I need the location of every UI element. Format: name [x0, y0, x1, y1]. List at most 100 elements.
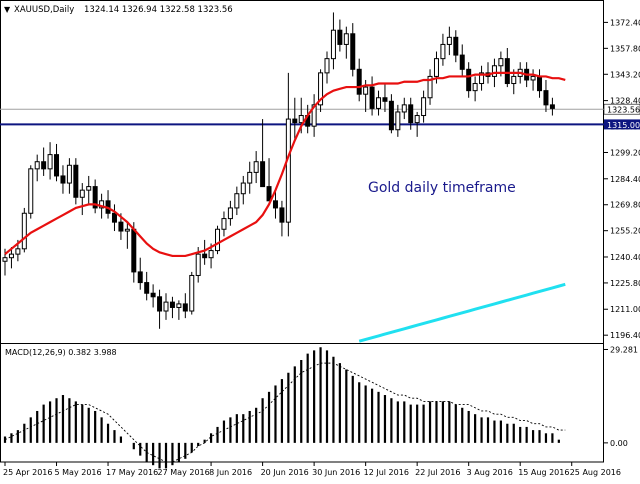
time-tick-label: 15 Aug 2016 — [518, 468, 569, 477]
candle-body — [8, 253, 14, 259]
candle-body — [247, 171, 253, 184]
macd-tick-label: 29.281 — [610, 345, 638, 354]
candle-body — [292, 118, 298, 124]
candle-body — [260, 161, 266, 188]
candle — [240, 175, 246, 205]
candle — [408, 97, 414, 130]
candle — [279, 200, 285, 237]
candle — [382, 83, 388, 112]
candle-body — [414, 115, 420, 124]
candle — [376, 90, 382, 116]
price-panel[interactable]: Gold daily timeframe ▼ XAUUSD,Daily 1324… — [0, 5, 604, 343]
candle — [292, 97, 298, 141]
candle — [549, 97, 555, 116]
candle-body — [504, 58, 510, 85]
candle — [163, 293, 169, 320]
candle — [105, 190, 111, 219]
candle-body — [47, 154, 53, 170]
candle — [157, 289, 163, 329]
candle — [414, 111, 420, 137]
candle-body — [337, 29, 343, 45]
macd-panel[interactable]: MACD(12,26,9) 0.382 3.988 — [3, 347, 566, 469]
candle — [86, 175, 92, 205]
price-tick-label: 1240.40 — [610, 253, 640, 262]
candle — [446, 26, 452, 56]
candle-body — [491, 65, 497, 77]
candle-body — [111, 212, 117, 223]
candle-body — [41, 161, 47, 170]
hline-price-tag — [604, 119, 640, 130]
candle-body — [279, 207, 285, 223]
candle-body — [86, 186, 92, 191]
candle-body — [163, 301, 169, 312]
price-tick-label: 1255.20 — [610, 227, 640, 236]
candle — [459, 44, 465, 77]
candle — [28, 165, 34, 219]
candle-body — [350, 33, 356, 70]
candle-body — [240, 182, 246, 195]
candle-body — [54, 154, 60, 177]
candle-body — [150, 292, 156, 298]
candle-body — [2, 257, 8, 262]
annotation-text: Gold daily timeframe — [368, 180, 516, 196]
price-tick-label: 1269.80 — [610, 201, 640, 210]
candle — [330, 12, 336, 70]
frame — [0, 0, 604, 463]
candle — [318, 69, 324, 112]
candle — [272, 190, 278, 219]
candle-body — [530, 75, 536, 81]
candle-body — [453, 36, 459, 56]
symbol-label: XAUUSD,Daily — [14, 5, 74, 15]
price-tick-label: 1357.80 — [610, 44, 640, 53]
candle — [485, 62, 491, 84]
candle-body — [34, 161, 40, 170]
time-tick-label: 22 Jul 2016 — [415, 468, 460, 477]
candle-body — [215, 228, 221, 252]
price-tick-label: 1284.40 — [610, 175, 640, 184]
candle-body — [144, 282, 150, 294]
time-tick-label: 5 May 2016 — [55, 468, 102, 477]
candle — [202, 239, 208, 265]
candle-body — [137, 271, 143, 284]
candle-body — [118, 221, 124, 232]
candle — [466, 62, 472, 98]
time-axis: 25 Apr 2016 5 May 2016 17 May 2016 27 May 2… — [3, 462, 621, 477]
candle-body — [395, 111, 401, 131]
time-tick-label: 3 Aug 2016 — [467, 468, 513, 477]
symbol-menu-arrow-icon[interactable]: ▼ — [4, 5, 11, 14]
time-tick-label: 25 Aug 2016 — [570, 468, 621, 477]
candle-body — [330, 29, 336, 60]
candle-body — [73, 164, 79, 198]
current-price-tag-label: 1323.56 — [607, 106, 640, 115]
candle — [247, 161, 253, 194]
current-price-tag-border — [603, 103, 640, 115]
candle — [215, 225, 221, 255]
candle — [137, 257, 143, 290]
candle-body — [234, 193, 240, 209]
price-tick-label: 1299.20 — [610, 148, 640, 157]
candle-body — [208, 250, 214, 259]
candle-body — [202, 253, 208, 259]
candle — [79, 183, 85, 216]
candle — [504, 47, 510, 88]
time-tick-label: 30 Jun 2016 — [312, 468, 360, 477]
candle-body — [28, 168, 34, 214]
candle-body — [369, 86, 375, 109]
candle-body — [318, 72, 324, 106]
candle-body — [15, 248, 21, 255]
macd-tick-label: 0.00 — [610, 439, 628, 448]
moving-average-slow-line — [358, 282, 566, 343]
time-tick-label: 17 May 2016 — [106, 468, 158, 477]
candle-body — [459, 54, 465, 70]
hline-price-tag-label: 1315.00 — [607, 121, 640, 130]
time-tick-label: 20 Jun 2016 — [261, 468, 309, 477]
candle — [227, 200, 233, 226]
candle — [260, 119, 266, 188]
candle — [60, 165, 66, 194]
candle — [343, 26, 349, 59]
ohlc-label: 1324.14 1326.94 1322.58 1323.56 — [84, 5, 233, 15]
candle-body — [466, 68, 472, 92]
candle — [182, 293, 188, 319]
macd-histogram — [3, 347, 560, 469]
